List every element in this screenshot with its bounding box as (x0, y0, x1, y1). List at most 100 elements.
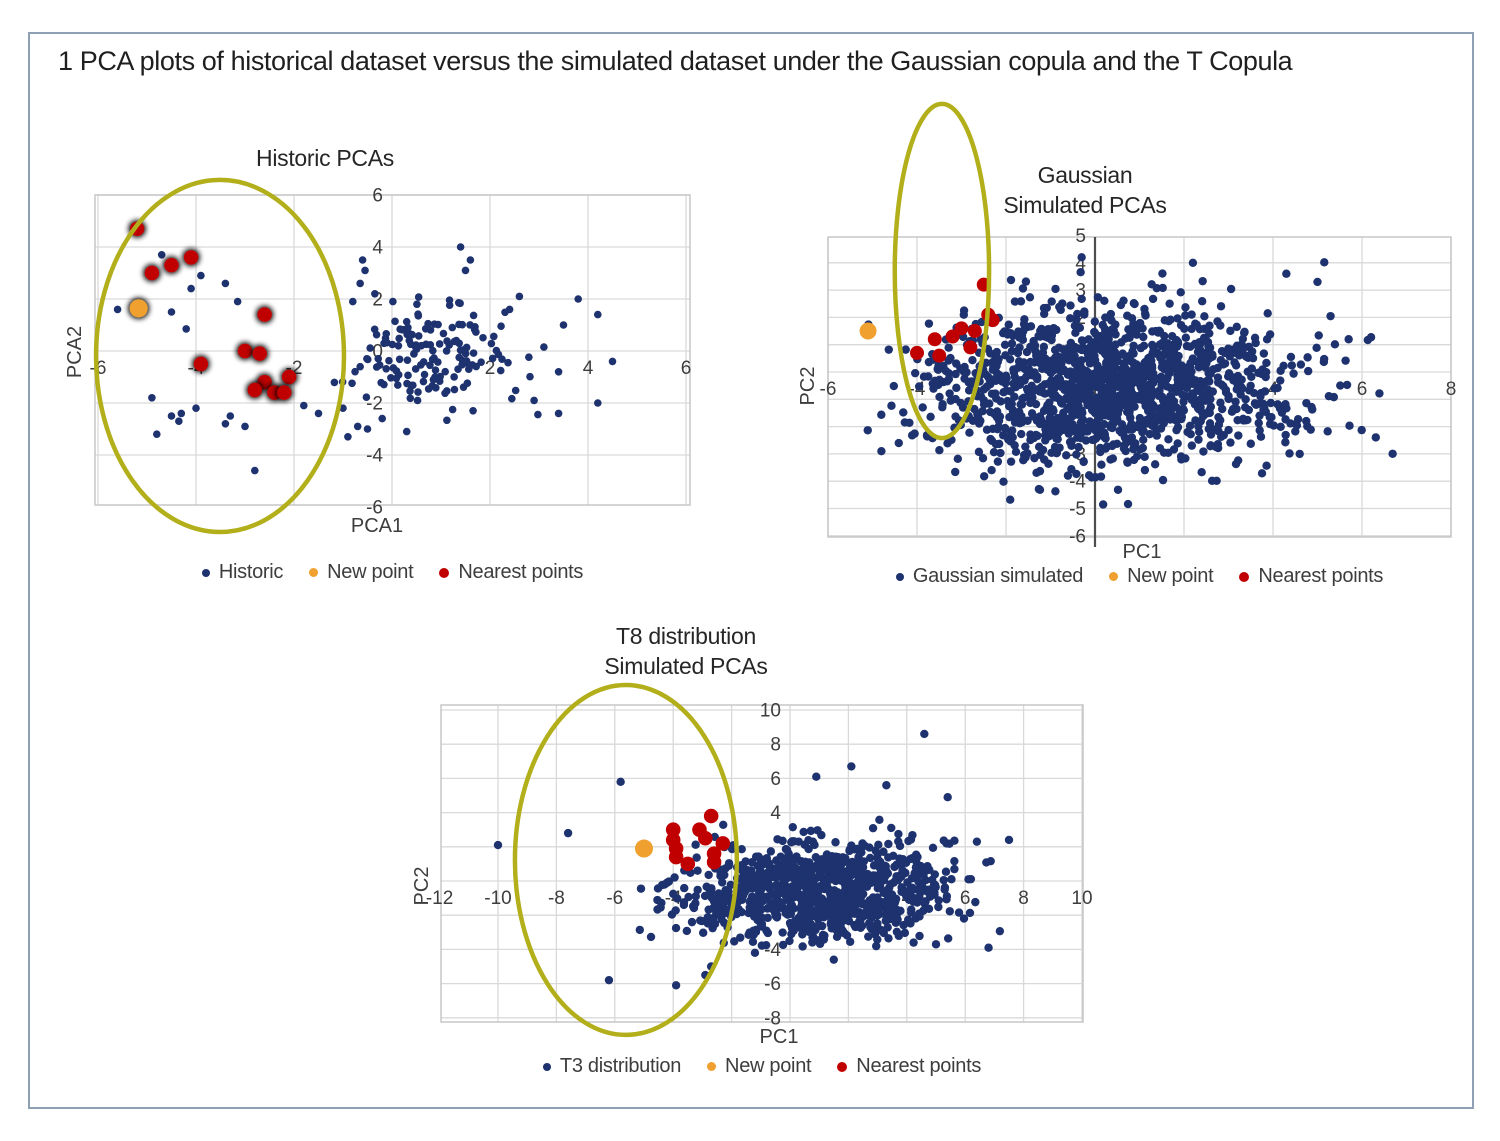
data-point (1030, 371, 1039, 381)
data-point (1039, 455, 1049, 464)
data-point (1098, 500, 1108, 509)
data-point (1091, 473, 1100, 482)
data-point (951, 369, 960, 379)
data-point (372, 330, 381, 339)
data-point (748, 877, 758, 886)
data-point (1231, 459, 1241, 469)
data-point (1081, 436, 1091, 445)
data-point (994, 354, 1003, 364)
data-point (1125, 333, 1134, 342)
data-point (1303, 366, 1313, 376)
data-point (786, 920, 795, 929)
data-point (1122, 391, 1131, 400)
data-point (1099, 340, 1108, 349)
data-point (950, 836, 959, 845)
data-point (919, 870, 928, 880)
data-point (454, 365, 462, 373)
data-point (1096, 447, 1105, 457)
data-point (1174, 351, 1183, 361)
data-point (349, 297, 357, 306)
data-point (999, 477, 1008, 486)
data-point (496, 366, 505, 375)
data-point (900, 928, 910, 938)
y-tick-label: -2 (366, 394, 383, 415)
data-point (1129, 444, 1138, 454)
data-point (967, 377, 976, 386)
data-point (148, 394, 156, 402)
gaussian-plot-border (827, 236, 1452, 538)
data-point (988, 375, 998, 384)
data-point (915, 931, 924, 941)
data-point (1226, 284, 1236, 294)
data-point (1244, 405, 1254, 415)
data-point (1255, 426, 1264, 435)
legend-item: Nearest points (1239, 565, 1383, 588)
data-point (1058, 352, 1067, 362)
data-point (1206, 369, 1215, 378)
data-point (787, 929, 796, 939)
data-point (671, 923, 681, 933)
data-point (887, 401, 896, 410)
t8-chart-title: T8 distribution Simulated PCAs (486, 621, 886, 681)
data-point (972, 837, 982, 846)
data-point (448, 405, 457, 414)
data-point (1000, 340, 1010, 349)
data-point (752, 906, 761, 915)
data-point (1276, 366, 1285, 375)
data-point (995, 926, 1005, 936)
data-point (707, 893, 717, 903)
data-point (906, 886, 915, 895)
data-point (187, 284, 195, 293)
data-point (525, 353, 533, 361)
data-point (391, 317, 399, 326)
data-point (793, 872, 802, 882)
data-point (945, 907, 955, 916)
data-point (540, 343, 548, 351)
data-point (1006, 275, 1016, 285)
data-point (1056, 367, 1065, 376)
data-point (1308, 405, 1317, 414)
data-point (1186, 358, 1195, 368)
data-point (1148, 348, 1157, 357)
data-point (953, 454, 963, 464)
new-point (859, 322, 877, 340)
gaussian-points (859, 253, 1397, 509)
data-point (1080, 423, 1090, 432)
data-point (1055, 427, 1064, 436)
data-point (1303, 353, 1312, 362)
data-point (1319, 357, 1329, 367)
data-point (1249, 388, 1259, 398)
data-point (448, 323, 457, 332)
data-point (1179, 397, 1188, 406)
data-point (1072, 450, 1081, 459)
data-point (1073, 309, 1082, 319)
data-point (1172, 425, 1181, 435)
legend-label: T3 distribution (559, 1055, 682, 1077)
data-point (1098, 397, 1107, 406)
data-point (938, 400, 947, 409)
data-point (778, 940, 788, 950)
data-point (1197, 467, 1206, 477)
data-point (461, 266, 470, 275)
data-point (919, 372, 929, 381)
historic-series-marker-icon (201, 568, 210, 577)
data-point (382, 364, 390, 373)
data-point (824, 874, 833, 883)
data-point (819, 880, 828, 889)
data-point (1216, 321, 1225, 330)
data-point (1073, 433, 1082, 442)
data-point (992, 394, 1001, 403)
data-point (814, 920, 823, 929)
data-point (854, 885, 864, 894)
data-point (941, 867, 951, 876)
data-point (923, 861, 932, 871)
data-point (798, 858, 807, 867)
data-point (464, 365, 473, 373)
data-point (1148, 340, 1157, 350)
data-point (1232, 404, 1241, 414)
data-point (831, 838, 840, 847)
gaussian-chart-title: Gaussian Simulated PCAs (885, 160, 1285, 220)
data-point (993, 425, 1002, 434)
data-point (1020, 315, 1029, 324)
